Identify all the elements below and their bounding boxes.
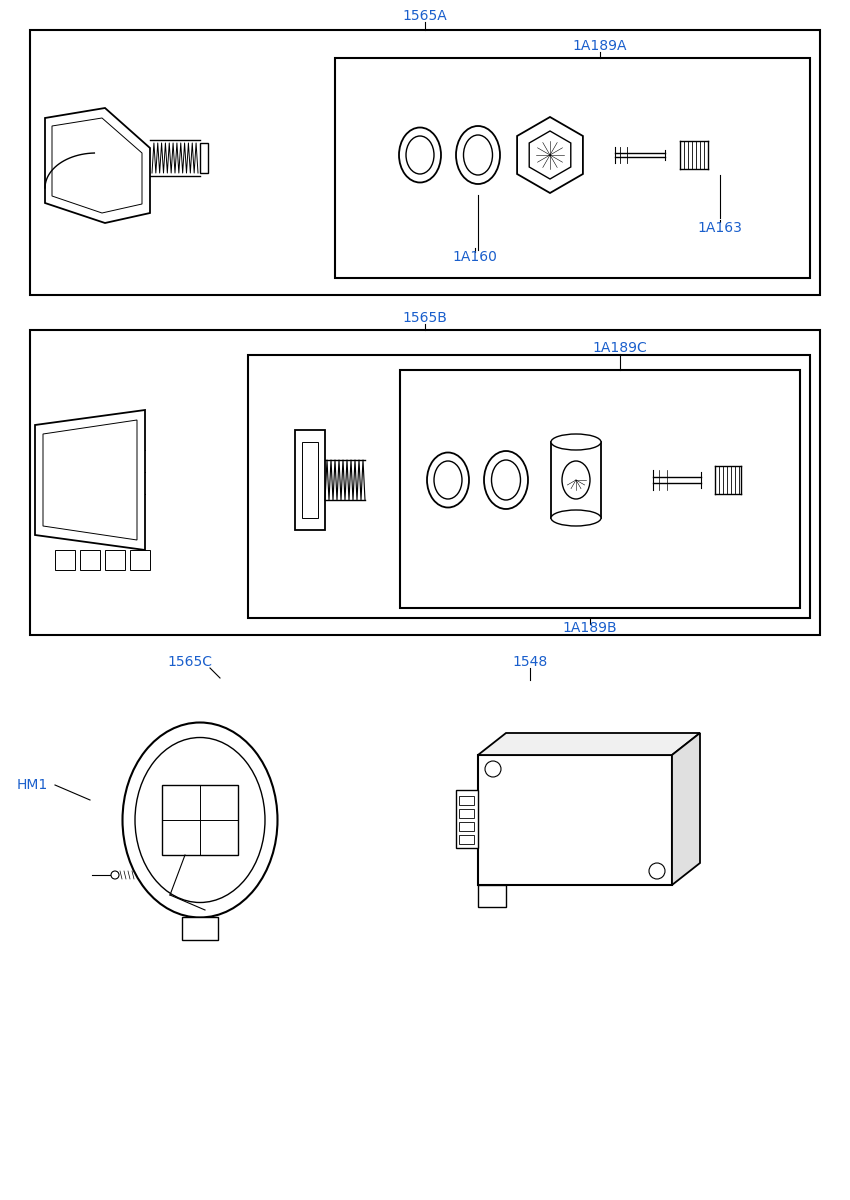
Text: 1A160: 1A160 xyxy=(452,250,497,264)
Bar xyxy=(248,355,810,618)
Ellipse shape xyxy=(399,127,441,182)
Ellipse shape xyxy=(562,461,590,499)
Bar xyxy=(635,462,655,482)
Bar xyxy=(55,550,75,570)
Bar xyxy=(735,442,755,462)
Bar xyxy=(715,462,735,482)
Ellipse shape xyxy=(491,460,520,500)
Text: 1565B: 1565B xyxy=(403,311,447,325)
Bar xyxy=(400,370,800,608)
Text: 1565C: 1565C xyxy=(167,655,212,670)
Polygon shape xyxy=(672,733,700,886)
Bar xyxy=(459,796,474,805)
Bar xyxy=(615,402,635,422)
Bar xyxy=(655,402,675,422)
Bar xyxy=(459,822,474,830)
Bar xyxy=(775,362,795,382)
Text: 1A163: 1A163 xyxy=(698,221,742,235)
Bar xyxy=(615,482,635,502)
Bar xyxy=(675,382,695,402)
Text: 1548: 1548 xyxy=(513,655,547,670)
Text: 1A189A: 1A189A xyxy=(573,38,627,53)
Polygon shape xyxy=(35,410,145,550)
Ellipse shape xyxy=(551,434,601,450)
Bar xyxy=(735,482,755,502)
Bar xyxy=(615,442,635,462)
Bar xyxy=(30,30,820,295)
Bar xyxy=(775,442,795,462)
Bar xyxy=(30,330,820,635)
Bar xyxy=(478,755,672,886)
Bar xyxy=(735,362,755,382)
Bar xyxy=(695,402,715,422)
Ellipse shape xyxy=(427,452,469,508)
Bar xyxy=(755,382,775,402)
Polygon shape xyxy=(517,116,583,193)
Bar xyxy=(635,382,655,402)
Bar xyxy=(695,482,715,502)
Ellipse shape xyxy=(463,134,492,175)
Bar xyxy=(715,502,735,522)
Polygon shape xyxy=(530,131,571,179)
Bar xyxy=(695,442,715,462)
Bar xyxy=(655,482,675,502)
Bar xyxy=(655,362,675,382)
Bar xyxy=(675,502,695,522)
Bar xyxy=(335,58,810,278)
Polygon shape xyxy=(295,430,325,530)
Text: 1565A: 1565A xyxy=(403,8,447,23)
Text: sculderia: sculderia xyxy=(120,464,392,516)
Bar xyxy=(675,422,695,442)
Ellipse shape xyxy=(111,871,119,878)
Ellipse shape xyxy=(434,461,462,499)
Bar xyxy=(459,835,474,844)
Ellipse shape xyxy=(122,722,277,918)
Bar xyxy=(456,790,478,848)
Bar xyxy=(105,550,125,570)
Bar xyxy=(755,422,775,442)
Bar xyxy=(695,362,715,382)
Bar xyxy=(675,462,695,482)
Text: ca    par   t s: ca par t s xyxy=(100,518,326,552)
Bar xyxy=(715,382,735,402)
Text: 1A189C: 1A189C xyxy=(592,341,648,355)
Bar xyxy=(635,502,655,522)
Polygon shape xyxy=(478,733,700,755)
Polygon shape xyxy=(478,886,506,907)
Text: 1A189B: 1A189B xyxy=(563,622,617,635)
Bar xyxy=(755,502,775,522)
Bar xyxy=(755,462,775,482)
Ellipse shape xyxy=(551,510,601,526)
Bar xyxy=(715,422,735,442)
Bar xyxy=(735,402,755,422)
Ellipse shape xyxy=(135,738,265,902)
Bar xyxy=(459,809,474,818)
Bar xyxy=(80,550,100,570)
Ellipse shape xyxy=(484,451,528,509)
Bar xyxy=(635,422,655,442)
Ellipse shape xyxy=(456,126,500,184)
Bar xyxy=(200,143,208,173)
Circle shape xyxy=(649,863,665,878)
Bar xyxy=(775,482,795,502)
Bar xyxy=(162,785,238,854)
Bar xyxy=(551,442,601,518)
Ellipse shape xyxy=(406,136,434,174)
Polygon shape xyxy=(45,108,150,223)
Bar xyxy=(775,402,795,422)
Bar xyxy=(182,917,218,940)
Bar xyxy=(615,362,635,382)
Text: HM1: HM1 xyxy=(17,778,48,792)
Bar xyxy=(655,442,675,462)
Circle shape xyxy=(485,761,501,778)
Bar xyxy=(130,550,150,570)
